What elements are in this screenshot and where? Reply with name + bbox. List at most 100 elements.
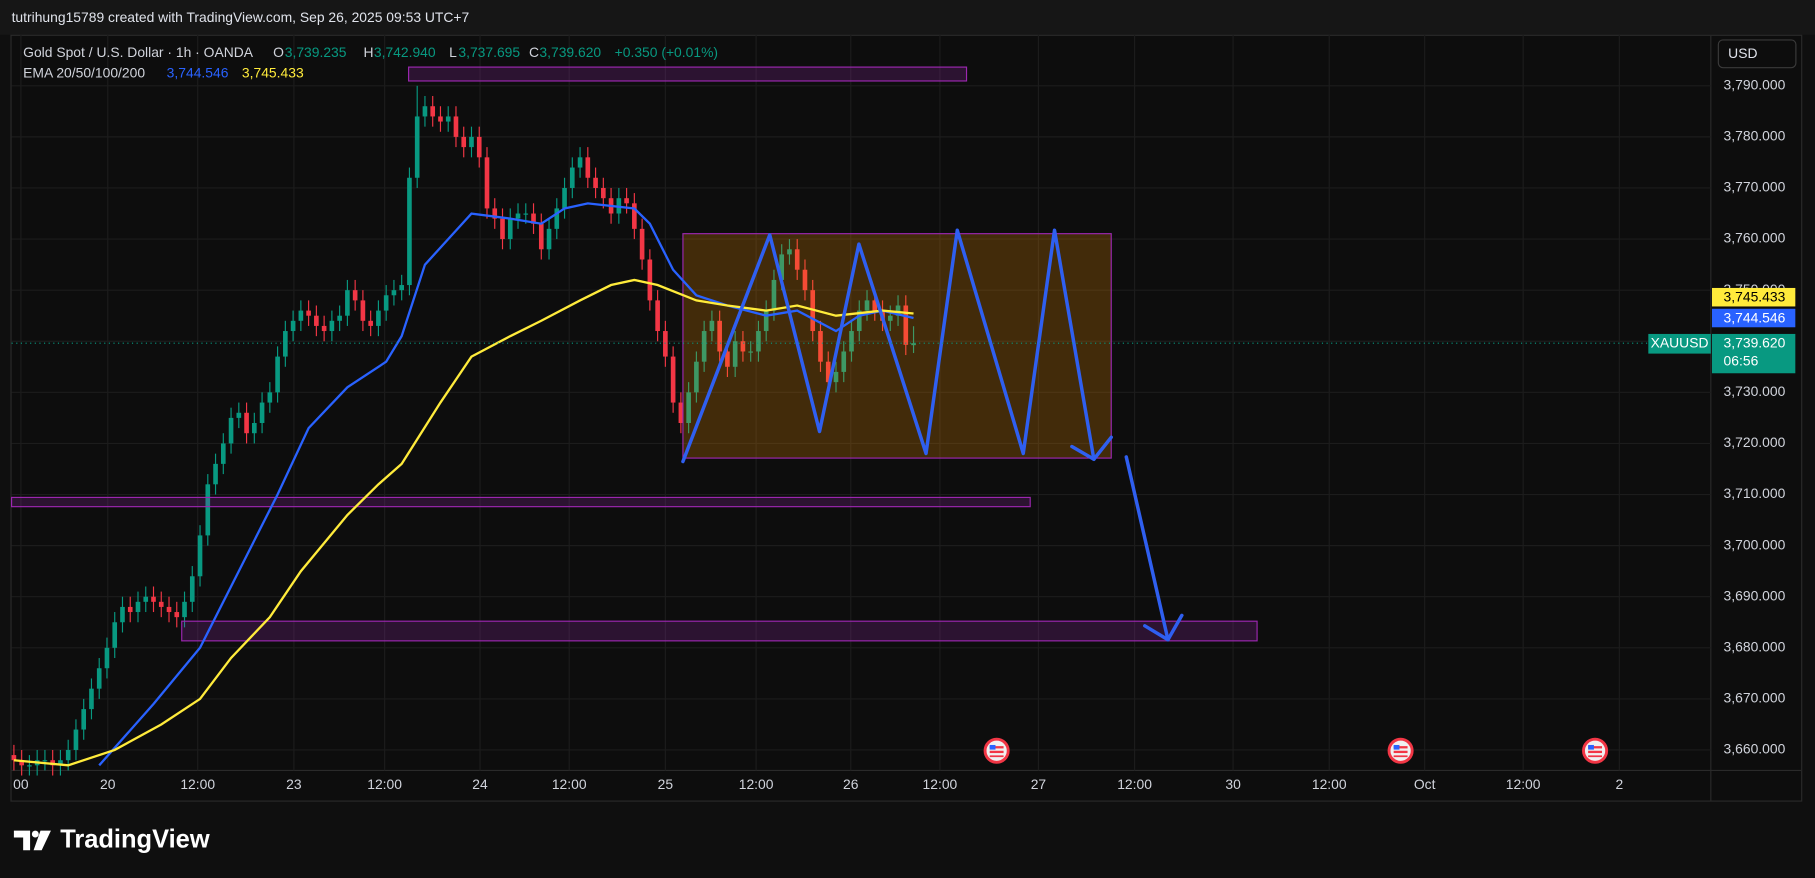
currency-button[interactable] bbox=[1717, 39, 1797, 69]
candle-body bbox=[422, 106, 428, 117]
labels: 3,660.000 3,670.000 3,680.000 3,690.000 3,70… bbox=[11, 76, 1796, 792]
candle-body bbox=[65, 749, 71, 761]
candle-body bbox=[376, 310, 381, 326]
x-tick-label: 27 bbox=[1031, 776, 1047, 792]
candle-body bbox=[593, 177, 598, 188]
candle-body bbox=[112, 622, 118, 648]
candle-body bbox=[841, 351, 847, 372]
candle-body bbox=[639, 228, 645, 260]
candle-body bbox=[345, 290, 350, 316]
event-icon bbox=[1387, 737, 1414, 764]
candle-body bbox=[903, 305, 909, 345]
candle-body bbox=[73, 729, 79, 750]
ohlc-value: 3,739.620 bbox=[539, 44, 601, 60]
candle-body bbox=[492, 208, 498, 219]
legend: Gold Spot / U.S. Dollar · 1h · OANDA O 3… bbox=[23, 44, 718, 81]
candle-body bbox=[523, 213, 529, 215]
candle-body bbox=[725, 351, 730, 367]
ohlc-value: 3,742.940 bbox=[374, 44, 436, 60]
ema-value: 3,745.433 bbox=[242, 65, 304, 81]
event-icon bbox=[983, 737, 1010, 764]
candle-body bbox=[158, 601, 164, 607]
y-tick-label: 3,790.000 bbox=[1724, 76, 1786, 92]
ema-value: 3,744.546 bbox=[167, 65, 229, 81]
candle-body bbox=[670, 356, 676, 403]
ohlc-value: 3,737.695 bbox=[458, 44, 520, 60]
candle-body bbox=[81, 709, 87, 730]
candle-body bbox=[438, 116, 443, 122]
candle-body bbox=[833, 371, 839, 383]
x-tick-label: 23 bbox=[286, 776, 302, 792]
candle-body bbox=[554, 208, 560, 229]
candle-body bbox=[686, 392, 691, 423]
candle-body bbox=[337, 315, 342, 321]
brand: TradingView bbox=[60, 826, 210, 854]
y-tick-label: 3,690.000 bbox=[1724, 587, 1786, 603]
x-tick-label: 12:00 bbox=[552, 776, 587, 792]
projection bbox=[681, 228, 1184, 642]
candle-body bbox=[453, 116, 459, 137]
candle-body bbox=[174, 612, 180, 618]
zigzag bbox=[681, 228, 1113, 464]
candle-body bbox=[228, 417, 234, 444]
x-tick-label: 30 bbox=[1225, 776, 1241, 792]
candle-body bbox=[709, 320, 715, 332]
candle-body bbox=[469, 136, 474, 148]
candle-body bbox=[732, 341, 738, 367]
attribution: tutrihung15789 created with TradingView.… bbox=[12, 9, 470, 25]
x-tick-label: 25 bbox=[658, 776, 674, 792]
candle-body bbox=[624, 198, 629, 204]
candle-body bbox=[220, 443, 226, 464]
y-tick-label: 3,680.000 bbox=[1724, 638, 1786, 654]
event-icons bbox=[983, 737, 1609, 764]
candle-body bbox=[182, 601, 187, 618]
y-tick-label: 3,660.000 bbox=[1724, 741, 1786, 757]
zone-rect bbox=[10, 496, 1031, 508]
indicator: EMA 20/50/100/200 bbox=[23, 65, 145, 81]
x-tick-label: 00 bbox=[13, 776, 29, 792]
candle-body bbox=[314, 315, 319, 326]
candle-body bbox=[135, 601, 141, 613]
candle-body bbox=[864, 300, 870, 311]
x-tick-label: 12:00 bbox=[1506, 776, 1541, 792]
ema-tag bbox=[1711, 308, 1796, 328]
candle-body bbox=[298, 310, 304, 321]
candle-body bbox=[461, 136, 467, 148]
y-tick-label: 3,770.000 bbox=[1724, 179, 1786, 195]
logo: TradingView bbox=[13, 826, 210, 854]
candle-body bbox=[430, 106, 436, 117]
candle-body bbox=[856, 310, 862, 332]
x-tick-label: 2 bbox=[1615, 776, 1623, 792]
candle-body bbox=[244, 412, 249, 434]
candle-body bbox=[740, 341, 746, 352]
candle-body bbox=[849, 331, 854, 352]
candle-body bbox=[42, 760, 48, 762]
y-tick-label: 3,670.000 bbox=[1724, 690, 1786, 706]
change: +0.350 (+0.01%) bbox=[615, 44, 718, 60]
x-tick-label: 12:00 bbox=[739, 776, 774, 792]
price-tag bbox=[1711, 333, 1796, 374]
ema-tag-label: 3,744.546 bbox=[1724, 309, 1786, 325]
candle-body bbox=[321, 325, 327, 332]
price-tag-label: 3,739.620 bbox=[1724, 334, 1786, 350]
symbol-tag bbox=[1648, 333, 1711, 354]
candle-body bbox=[531, 213, 536, 224]
candle-body bbox=[538, 223, 544, 250]
candle-body bbox=[290, 320, 296, 332]
candle-body bbox=[120, 606, 125, 623]
candle-body bbox=[104, 647, 110, 669]
candle-body bbox=[585, 157, 591, 178]
candle-body bbox=[236, 412, 242, 418]
event-icon bbox=[1582, 737, 1609, 764]
x-tick-label: 20 bbox=[100, 776, 116, 792]
ema-lines bbox=[13, 202, 914, 767]
ema-line bbox=[13, 278, 914, 767]
candle-body bbox=[663, 331, 668, 357]
candle-body bbox=[632, 203, 637, 229]
currency-label[interactable]: USD bbox=[1728, 45, 1757, 61]
candle-body bbox=[911, 343, 916, 346]
candle-body bbox=[546, 228, 552, 250]
symbol: Gold Spot / U.S. Dollar · 1h · OANDA bbox=[23, 44, 254, 60]
x-tick-label: 26 bbox=[843, 776, 859, 792]
candle-body bbox=[399, 285, 404, 291]
